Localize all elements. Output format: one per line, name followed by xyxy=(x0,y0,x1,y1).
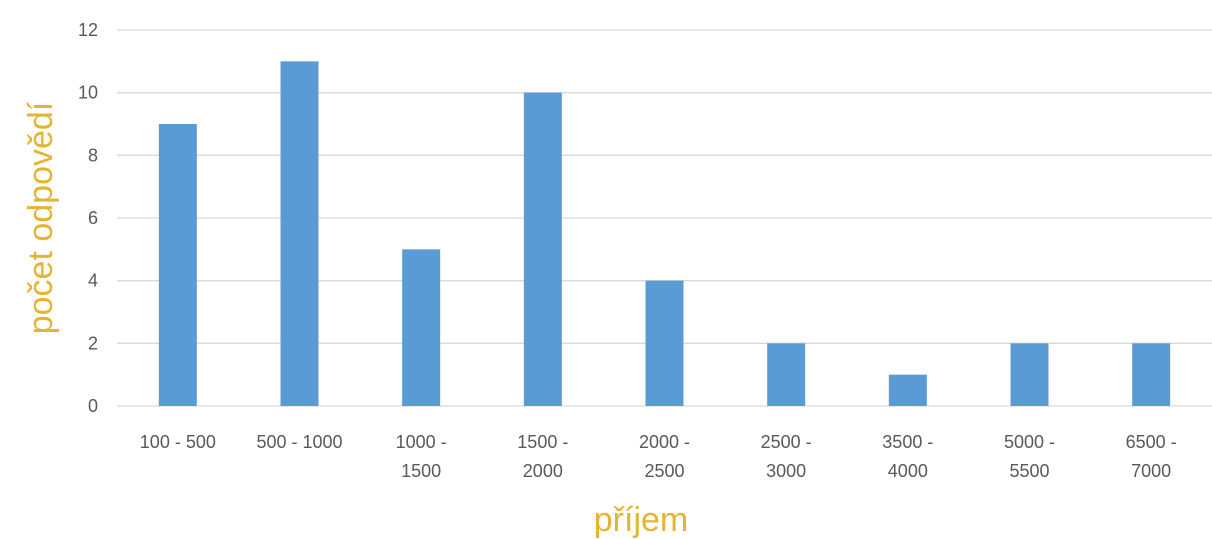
y-tick-label: 8 xyxy=(88,145,98,165)
x-tick-label: 1000 -1500 xyxy=(396,432,447,481)
x-tick-label: 2500 -3000 xyxy=(761,432,812,481)
y-tick-label: 12 xyxy=(78,20,98,40)
bars xyxy=(158,61,1171,407)
bar xyxy=(1132,343,1171,406)
x-tick-label: 6500 -7000 xyxy=(1126,432,1177,481)
x-tick-label: 500 - 1000 xyxy=(256,432,342,452)
x-axis-ticks: 100 - 500 500 - 1000 1000 -1500 1500 -2000 2… xyxy=(140,432,1177,481)
bar xyxy=(1010,343,1049,406)
bar xyxy=(158,124,197,406)
bar xyxy=(280,61,319,406)
y-tick-label: 2 xyxy=(88,333,98,353)
y-tick-label: 0 xyxy=(88,396,98,416)
x-tick-label: 1500 -2000 xyxy=(517,432,568,481)
bar xyxy=(888,374,927,406)
y-tick-label: 4 xyxy=(88,271,98,291)
bar xyxy=(523,92,562,407)
y-tick-label: 10 xyxy=(78,83,98,103)
bar xyxy=(767,343,806,406)
x-tick-label: 2000 -2500 xyxy=(639,432,690,481)
y-axis-title: počet odpovědí xyxy=(22,101,60,334)
x-tick-label: 5000 -5500 xyxy=(1004,432,1055,481)
y-tick-label: 6 xyxy=(88,208,98,228)
bar xyxy=(402,249,441,406)
x-tick-label: 100 - 500 xyxy=(140,432,216,452)
bar xyxy=(645,280,684,406)
y-axis-ticks: 0 2 4 6 8 10 12 xyxy=(78,20,98,416)
x-axis-title: příjem xyxy=(594,501,688,539)
x-tick-label: 3500 -4000 xyxy=(882,432,933,481)
